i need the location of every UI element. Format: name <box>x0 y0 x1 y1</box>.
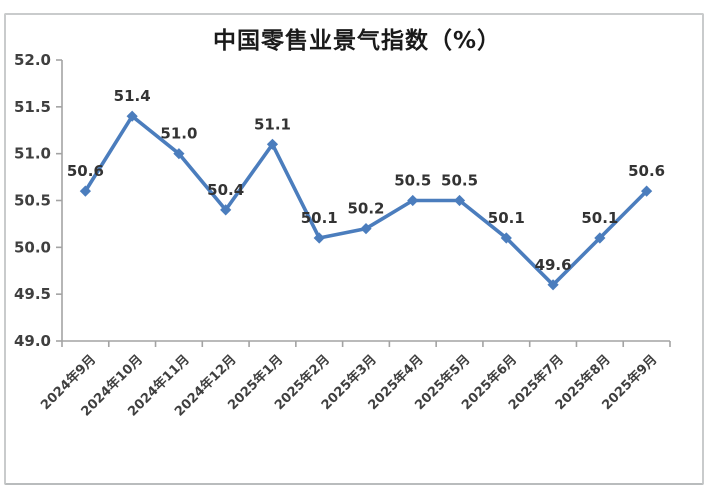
data-point-marker <box>453 194 466 207</box>
data-point-label: 50.5 <box>394 172 431 190</box>
data-point-label: 49.6 <box>535 256 572 274</box>
y-axis-tick-label: 51.5 <box>14 98 51 116</box>
data-point-marker <box>500 232 512 244</box>
data-point-label: 51.0 <box>160 125 197 143</box>
y-axis-tick-label: 49.5 <box>14 285 51 303</box>
chart-title: 中国零售业景气指数（%） <box>212 28 502 54</box>
data-point-label: 51.4 <box>114 87 151 105</box>
y-axis-tick-label: 49.0 <box>14 332 51 350</box>
data-point-label: 50.1 <box>581 209 618 227</box>
data-point-marker <box>79 185 91 197</box>
data-point-label: 50.5 <box>441 172 478 190</box>
data-point-marker <box>360 223 372 235</box>
data-point-marker <box>266 138 279 150</box>
y-axis-tick-label: 52.0 <box>14 51 51 69</box>
data-point-label: 50.2 <box>347 200 384 218</box>
data-point-marker <box>126 110 138 122</box>
data-point-marker <box>547 279 559 291</box>
data-point-label: 50.1 <box>488 209 525 227</box>
data-point-marker <box>220 204 232 216</box>
y-axis-tick-label: 50.0 <box>14 238 51 256</box>
y-axis-tick-label: 50.5 <box>14 192 51 210</box>
y-axis-tick-label: 51.0 <box>14 145 51 163</box>
data-point-marker <box>594 232 606 244</box>
data-point-label: 50.6 <box>67 162 104 180</box>
data-point-label: 50.4 <box>207 181 244 199</box>
data-point-label: 51.1 <box>254 115 291 133</box>
data-point-marker <box>407 194 419 207</box>
data-point-label: 50.6 <box>628 162 665 180</box>
data-point-marker <box>313 232 325 244</box>
data-point-label: 50.1 <box>301 209 338 227</box>
data-point-marker <box>173 148 185 160</box>
data-point-marker <box>641 185 653 197</box>
